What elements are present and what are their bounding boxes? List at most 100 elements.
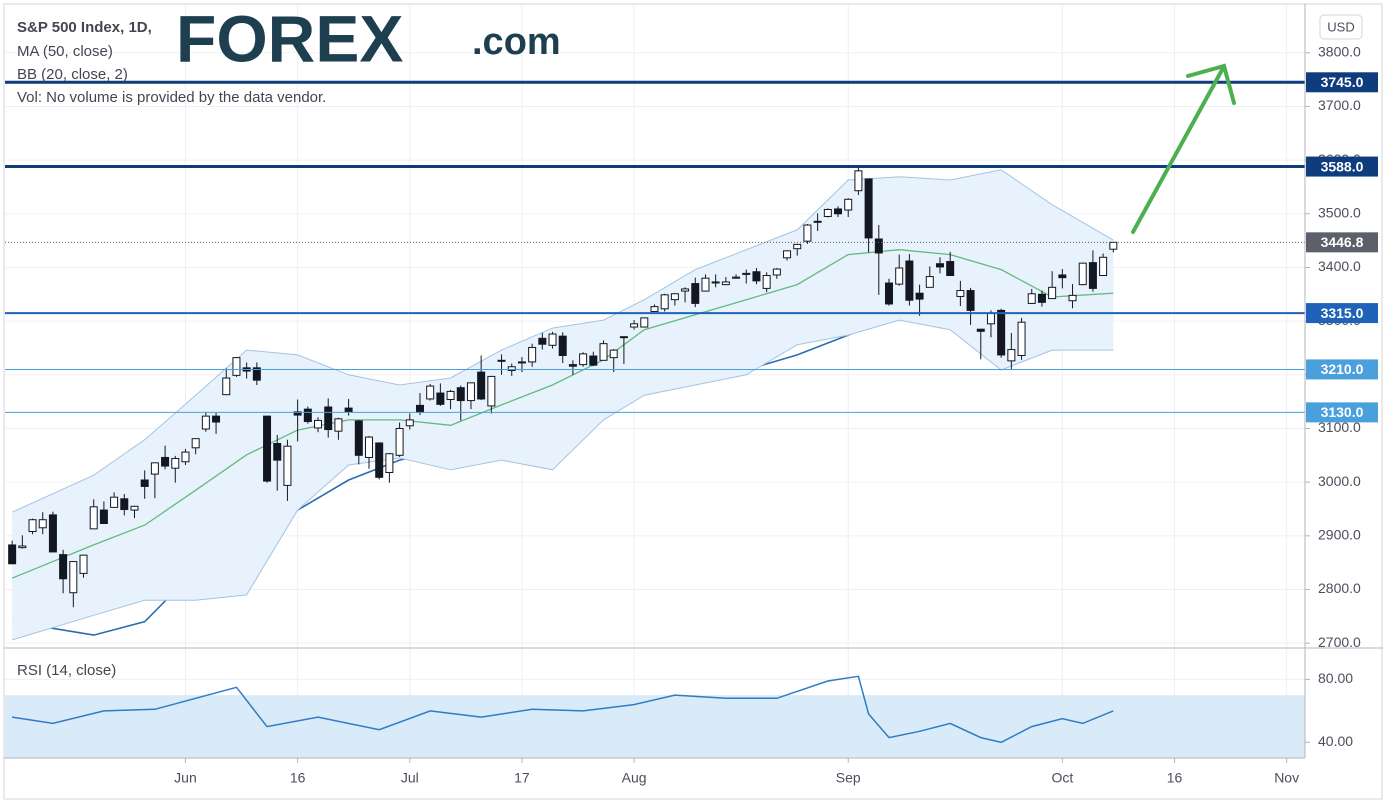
candle-body <box>752 271 761 282</box>
candle-body <box>732 276 741 279</box>
rsi-band <box>5 695 1305 758</box>
candle-body <box>1037 293 1046 303</box>
legend-bb: BB (20, close, 2) <box>17 66 128 83</box>
level-label-box <box>1306 402 1378 423</box>
candle-body <box>375 442 384 478</box>
candle-body <box>976 328 985 332</box>
candle-body <box>823 208 832 217</box>
level-label: 3210.0 <box>1321 361 1364 377</box>
candle-body <box>711 281 720 284</box>
candle-body <box>344 407 353 413</box>
candle-body <box>1048 286 1057 300</box>
candle-body <box>956 290 965 297</box>
volume-note: Vol: No volume is provided by the data v… <box>17 89 326 106</box>
y-tick-label: 3500.0 <box>1318 204 1361 220</box>
currency-box[interactable] <box>1319 14 1363 40</box>
candle-body <box>110 496 119 508</box>
candle-body <box>772 268 781 276</box>
x-tick-label: Nov <box>1274 770 1299 786</box>
candle-body <box>334 418 343 432</box>
candle-body <box>18 545 27 549</box>
candle-body <box>691 283 700 304</box>
candle-body <box>252 367 261 381</box>
candle-body <box>1078 262 1087 286</box>
bb-upper <box>11 169 1114 513</box>
candle-body <box>79 554 88 574</box>
x-tick-label: 16 <box>290 770 306 786</box>
candle-body <box>885 282 893 305</box>
level-label-box <box>1306 303 1378 324</box>
legend-ma: MA (50, close) <box>17 43 113 60</box>
x-tick-label: 16 <box>1167 770 1183 786</box>
candle-body <box>864 178 873 239</box>
rsi-title: RSI (14, close) <box>17 662 116 679</box>
candle-body <box>48 514 57 553</box>
candle-body <box>742 272 751 275</box>
candle-body <box>701 277 710 292</box>
candle-body <box>415 404 424 413</box>
candle-body <box>925 276 934 288</box>
candle-body <box>263 415 272 482</box>
x-tick-label: Aug <box>622 770 647 786</box>
candle-body <box>466 382 475 402</box>
candle-body <box>99 509 108 524</box>
last-price-label: 3446.8 <box>1321 234 1364 250</box>
candle-body <box>395 427 404 456</box>
x-tick-label: Sep <box>836 770 861 786</box>
candle-body <box>161 456 170 467</box>
candle-body <box>140 479 149 487</box>
y-tick-label: 3800.0 <box>1318 43 1361 59</box>
candle-body <box>721 281 730 286</box>
candle-body <box>1017 321 1026 356</box>
candle-body <box>1088 262 1097 289</box>
candle-body <box>273 443 282 461</box>
candle-body <box>497 359 506 362</box>
candle-body <box>201 415 210 430</box>
candle-body <box>1058 274 1067 279</box>
y-tick-label: 2700.0 <box>1318 634 1361 650</box>
candle-body <box>609 349 618 359</box>
candle-body <box>874 238 883 254</box>
level-label: 3745.0 <box>1321 74 1364 90</box>
candle-body <box>365 436 373 458</box>
candle-body <box>456 387 465 402</box>
candle-body <box>528 346 537 363</box>
candle-body <box>681 288 690 292</box>
candle-body <box>1027 293 1036 304</box>
candle-body <box>619 336 628 339</box>
candle-body <box>834 208 843 215</box>
candle-body <box>59 554 68 580</box>
y-tick-label: 3000.0 <box>1318 473 1361 489</box>
candle-body <box>426 385 435 400</box>
candle-body <box>171 458 180 469</box>
candle-body <box>650 306 659 312</box>
candle-body <box>793 243 802 250</box>
bb-basis <box>11 249 1114 579</box>
candle-body <box>966 290 975 311</box>
marks <box>8 166 1118 744</box>
y-tick-label: 2800.0 <box>1318 580 1361 596</box>
candle-body <box>630 323 639 328</box>
candle-body <box>69 561 78 594</box>
y-tick-label: 2900.0 <box>1318 527 1361 543</box>
fills <box>5 169 1305 758</box>
level-label-box <box>1306 359 1378 380</box>
candle-body <box>89 506 98 530</box>
arrow-shaft <box>1131 68 1224 234</box>
x-tick-label: Oct <box>1051 770 1073 786</box>
candle-body <box>946 261 955 277</box>
currency[interactable]: USD <box>1327 19 1354 34</box>
candle-body <box>935 263 944 268</box>
level-label: 3588.0 <box>1321 158 1364 174</box>
candle-body <box>762 275 771 289</box>
level-label-box <box>1306 72 1378 93</box>
level-label: 3130.0 <box>1321 404 1364 420</box>
candle-body <box>517 361 526 364</box>
level-label-box <box>1306 156 1378 177</box>
y-tick-label: 3100.0 <box>1318 419 1361 435</box>
candle-body <box>568 364 577 367</box>
candle-body <box>232 357 241 376</box>
last-price-box <box>1306 232 1378 253</box>
